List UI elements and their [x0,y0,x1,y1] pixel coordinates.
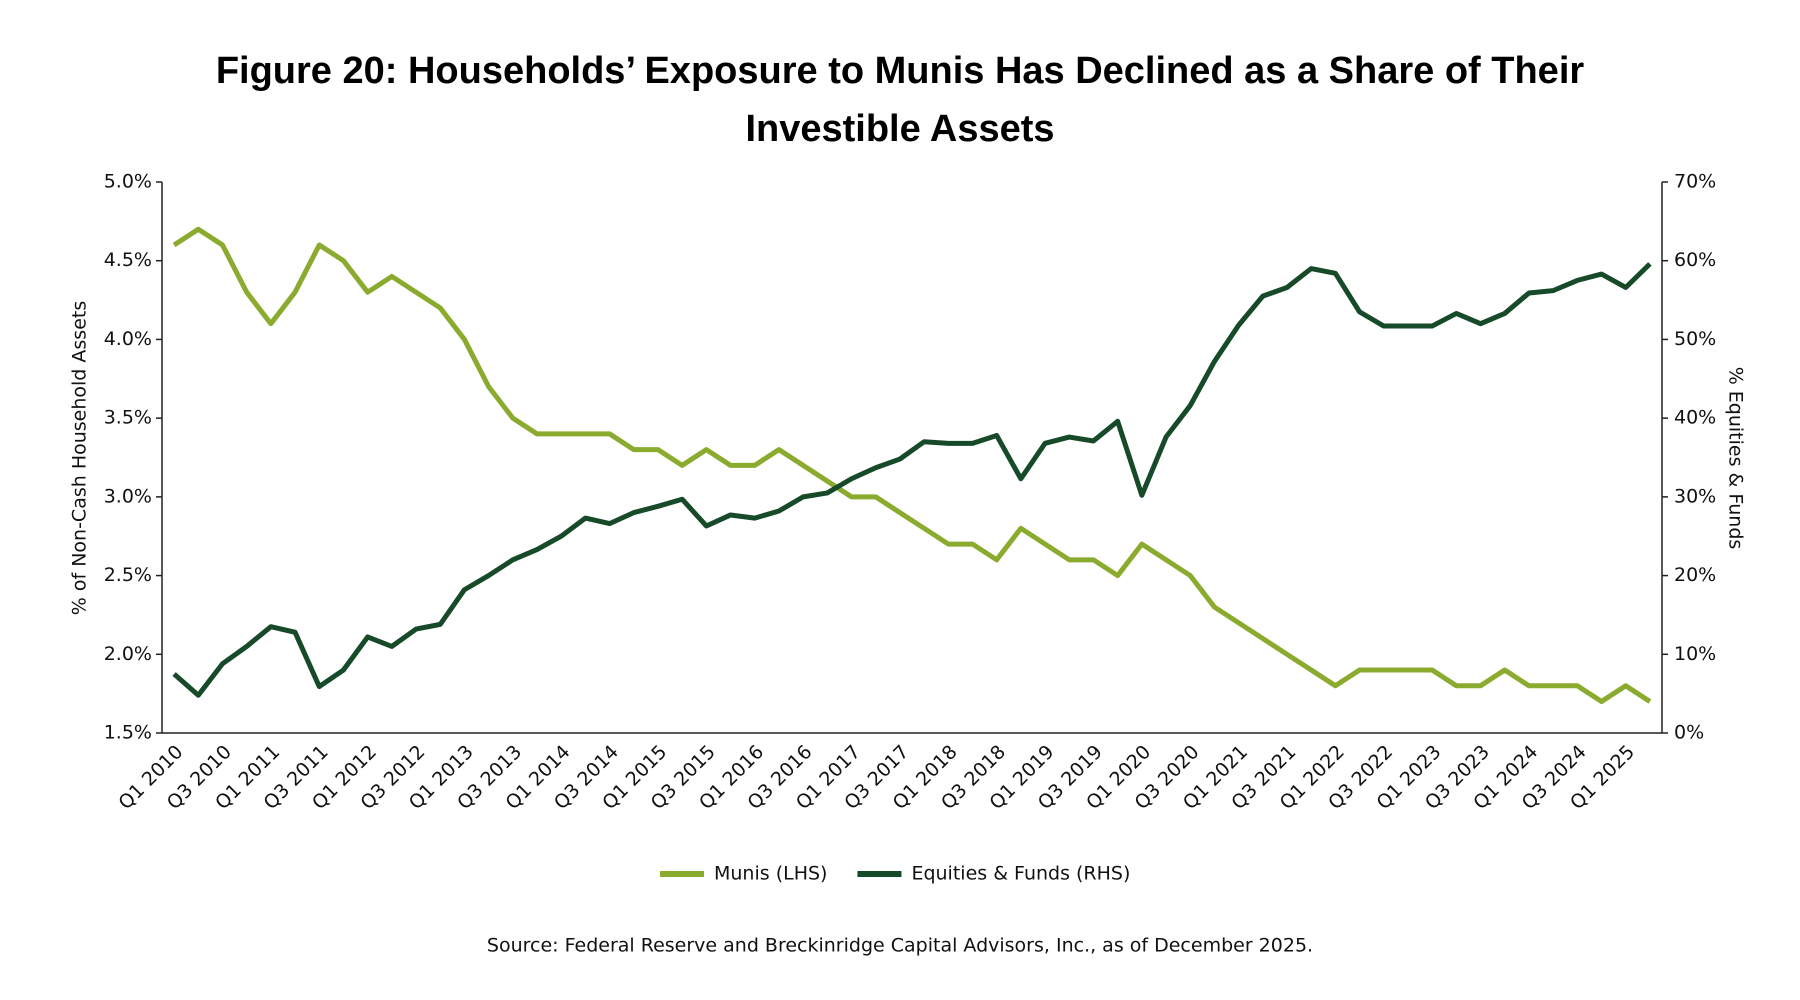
y2-tick-label: 40% [1674,407,1716,429]
y2-tick-label: 70% [1674,171,1716,193]
y2-tick-label: 50% [1674,328,1716,350]
y2-tick-label: 30% [1674,485,1716,507]
y-tick-label: 3.5% [104,407,152,429]
y-tick-label: 2.0% [104,643,152,665]
y2-axis-title: % Equities & Funds [1725,367,1747,550]
y2-tick-label: 20% [1674,564,1716,586]
legend-label: Munis (LHS) [714,863,827,885]
y2-tick-label: 60% [1674,249,1716,271]
y-tick-label: 1.5% [104,722,152,744]
y-tick-label: 4.0% [104,328,152,350]
chart-title: Figure 20: Households’ Exposure to Munis… [215,50,1585,150]
series-line [172,262,1652,698]
y2-tick-label: 10% [1674,643,1716,665]
y-tick-label: 2.5% [104,564,152,586]
y-tick-label: 4.5% [104,249,152,271]
source-note: Source: Federal Reserve and Breckinridge… [487,935,1313,957]
y-tick-label: 5.0% [104,171,152,193]
y-tick-label: 3.0% [104,485,152,507]
series-line [172,226,1652,705]
legend-label: Equities & Funds (RHS) [911,863,1130,885]
y2-tick-label: 0% [1674,722,1704,744]
y-axis-title: % of Non-Cash Household Assets [69,301,91,616]
